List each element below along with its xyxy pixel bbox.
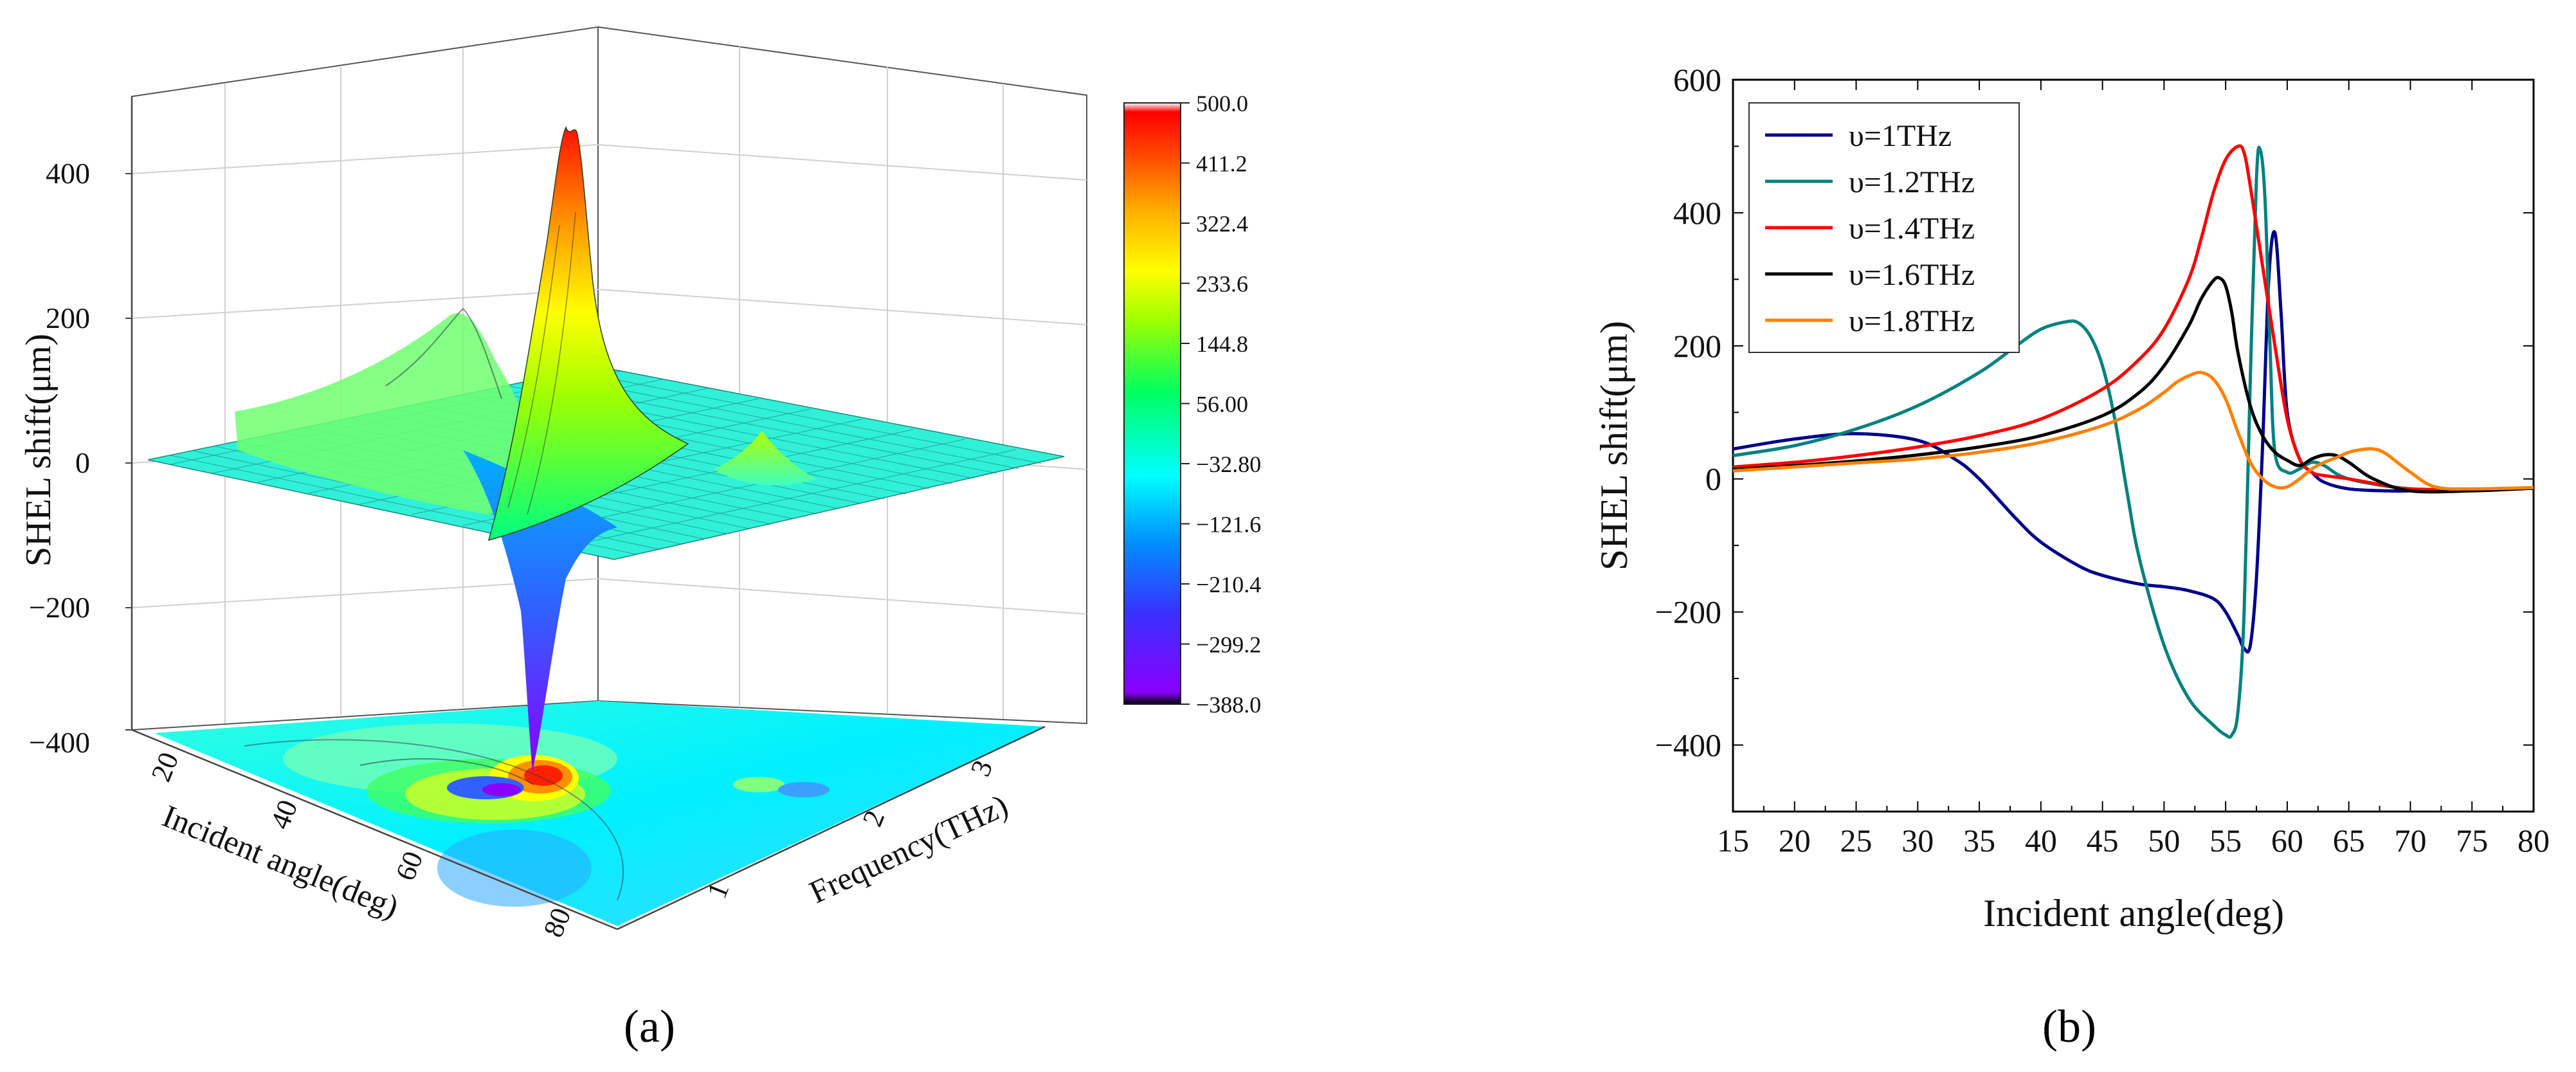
colorbar-ticks: 500.0 411.2 322.4 233.6 144.8 56.00 −32.80 −121… [1181,91,1261,718]
colorbar-tick-label: 411.2 [1196,151,1247,177]
x-tick-label: 70 [2394,822,2426,859]
x-tick-label: 40 [2025,822,2057,859]
y-tick-labels: 600 400 200 0 −200 −400 [1655,62,1721,763]
front-axis-x [131,729,618,931]
legend-label: υ=1THz [1849,119,1952,153]
x-tick-label: 80 [2517,822,2550,859]
y-tick-label: 200 [1673,328,1721,364]
y-tick-label: 3 [965,756,999,781]
panel-label-b: (b) [2042,1001,2096,1052]
colorbar-tick-label: 322.4 [1196,211,1248,237]
floor-contours [244,723,830,907]
colorbar-tick-label: 56.00 [1196,392,1248,417]
y-tick-label: −200 [1655,594,1721,630]
x-tick-label: 20 [1779,822,1811,859]
colorbar [1123,102,1181,705]
series-line-1 [1732,230,2534,654]
x-tick-label: 60 [390,847,430,885]
x-tick-label: 55 [2209,822,2242,859]
y-tick-label: 600 [1673,62,1721,98]
axis-ticks [1732,79,2534,812]
legend-label: υ=1.4THz [1849,212,1975,246]
x-tick-label: 40 [264,795,304,833]
surface-plot-panel: 400 200 0 −200 −400 SHEL shift(μm) 20 40… [19,26,1261,1052]
legend: υ=1THz υ=1.2THz υ=1.4THz υ=1.6THz υ=1.8THz [1748,102,2020,353]
z-tick-label: −200 [29,591,90,624]
colorbar-tick-label: −121.6 [1196,512,1261,538]
colorbar-tick-label: −210.4 [1196,572,1261,597]
colorbar-tick-label: 233.6 [1196,271,1248,297]
series-line-3 [1732,144,2534,491]
x-tick-label: 65 [2333,822,2365,859]
y-tick-label: −400 [1655,727,1721,763]
surface-peak [487,126,689,541]
colorbar-tick-label: 500.0 [1196,91,1248,116]
z-tick-label: 200 [46,302,90,334]
y-axis-title: SHEL shift(μm) [1593,321,1635,570]
x-axis-title: Incident angle(deg) [1983,892,2284,934]
x-tick-labels: 15 20 25 30 35 40 45 50 55 60 65 70 75 80 [1717,822,2550,859]
y-tick-label: 0 [1705,461,1721,497]
x-tick-label: 45 [2087,822,2119,859]
z-tick-label: −400 [29,726,90,759]
y-tick-label: 400 [1673,195,1721,231]
series-line-2 [1732,145,2534,739]
x-tick-label: 60 [2271,822,2303,859]
legend-label: υ=1.6THz [1849,258,1975,292]
surface-bump [714,431,817,486]
panel-label-a: (a) [624,1001,675,1052]
x-tick-label: 25 [1840,822,1873,859]
x-tick-label: 15 [1717,822,1749,859]
x-tick-label: 50 [2148,822,2180,859]
front-axis-y [617,725,1046,931]
x-tick-label: 80 [538,904,577,941]
colorbar-tick-label: −299.2 [1196,632,1261,658]
colorbar-tick-label: −32.80 [1196,451,1261,477]
colorbar-tick-label: 144.8 [1196,331,1248,357]
z-tick-label: 0 [75,446,90,479]
x-tick-label: 30 [1901,822,1934,859]
series-lines [1732,144,2534,739]
z-axis-ticks: 400 200 0 −200 −400 [29,157,132,759]
series-line-5 [1732,370,2534,491]
legend-label: υ=1.8THz [1849,304,1975,338]
line-chart-panel: 15 20 25 30 35 40 45 50 55 60 65 70 75 80 600 400 200 0 −… [1593,62,2550,1052]
z-axis-title: SHEL shift(μm) [19,334,59,567]
x-tick-label: 35 [1963,822,1995,859]
y-tick-label: 2 [857,806,891,831]
colorbar-tick-label: −388.0 [1196,692,1261,718]
back-wall-right [597,26,1087,725]
x-tick-label: 20 [145,748,185,786]
x-tick-label: 75 [2456,822,2488,859]
legend-label: υ=1.2THz [1849,165,1975,199]
z-tick-label: 400 [46,157,90,190]
